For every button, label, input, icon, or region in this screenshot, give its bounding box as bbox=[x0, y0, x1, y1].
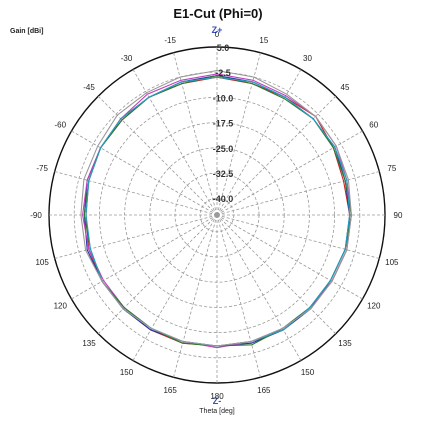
chart-title: E1-Cut (Phi=0) bbox=[173, 6, 262, 21]
grid-spoke bbox=[132, 214, 218, 361]
radial-tick-label: -17.5 bbox=[213, 119, 234, 129]
top-direction-label: Z+ bbox=[212, 25, 223, 35]
grid-spoke bbox=[97, 95, 218, 216]
series-group bbox=[80, 69, 352, 349]
theta-tick-label: 0 bbox=[215, 30, 220, 39]
theta-tick-label: 120 bbox=[367, 302, 381, 311]
grid-spoke bbox=[216, 214, 337, 335]
theta-tick-label: 150 bbox=[301, 368, 315, 377]
radial-tick-label: -40.0 bbox=[213, 194, 234, 204]
grid-spoke bbox=[173, 214, 218, 378]
radial-tick-label: -25.0 bbox=[213, 144, 234, 154]
theta-tick-label: 30 bbox=[303, 54, 312, 63]
grid-spoke bbox=[216, 52, 261, 216]
theta-tick-label: 45 bbox=[341, 83, 350, 92]
theta-tick-label: -75 bbox=[36, 164, 48, 173]
grid-spoke bbox=[71, 130, 218, 216]
grid-spoke bbox=[54, 214, 218, 259]
grid-spoke bbox=[216, 214, 302, 361]
radial-tick-label: 5.0 bbox=[217, 43, 230, 53]
theta-tick-label: 165 bbox=[163, 386, 177, 395]
theta-tick-label: 105 bbox=[35, 258, 49, 267]
axis-labels: 0 15 30 45 60 75 90 105 120 135 150 165 180 165 150 135… bbox=[30, 30, 403, 401]
theta-tick-label: -90 bbox=[30, 211, 42, 220]
grid-spoke bbox=[71, 214, 218, 300]
theta-tick-label: 135 bbox=[338, 339, 352, 348]
theta-tick-label: -30 bbox=[121, 54, 133, 63]
theta-tick-label: 15 bbox=[259, 36, 268, 45]
grid-spoke bbox=[173, 52, 218, 216]
radial-tick-label: -2.5 bbox=[215, 68, 231, 78]
grid-spoke bbox=[216, 214, 261, 378]
radial-tick-label: -10.0 bbox=[213, 93, 234, 103]
theta-tick-label: 120 bbox=[54, 302, 68, 311]
theta-tick-label: 150 bbox=[120, 368, 134, 377]
theta-tick-label: 105 bbox=[385, 258, 399, 267]
theta-tick-label: 90 bbox=[394, 211, 403, 220]
grid-spoke bbox=[54, 171, 218, 216]
theta-tick-label: -60 bbox=[54, 121, 66, 130]
grid-spoke bbox=[216, 214, 380, 259]
radial-tick-label: -32.5 bbox=[213, 169, 234, 179]
series-line bbox=[80, 69, 352, 347]
x-axis-label: Theta [deg] bbox=[199, 408, 234, 415]
grid-spoke bbox=[216, 171, 380, 216]
theta-tick-label: 180 bbox=[210, 392, 224, 401]
grid-spoke bbox=[216, 130, 363, 216]
y-axis-label: Gain [dBi] bbox=[10, 28, 43, 35]
theta-tick-label: 165 bbox=[257, 386, 271, 395]
theta-tick-label: 135 bbox=[82, 339, 96, 348]
grid-spoke bbox=[97, 214, 218, 335]
theta-tick-label: -45 bbox=[83, 83, 95, 92]
theta-tick-label: 75 bbox=[387, 164, 396, 173]
bottom-direction-label: Z- bbox=[213, 396, 222, 406]
grid-spoke bbox=[216, 214, 363, 300]
theta-tick-label: 60 bbox=[369, 121, 378, 130]
theta-tick-label: -15 bbox=[164, 36, 176, 45]
